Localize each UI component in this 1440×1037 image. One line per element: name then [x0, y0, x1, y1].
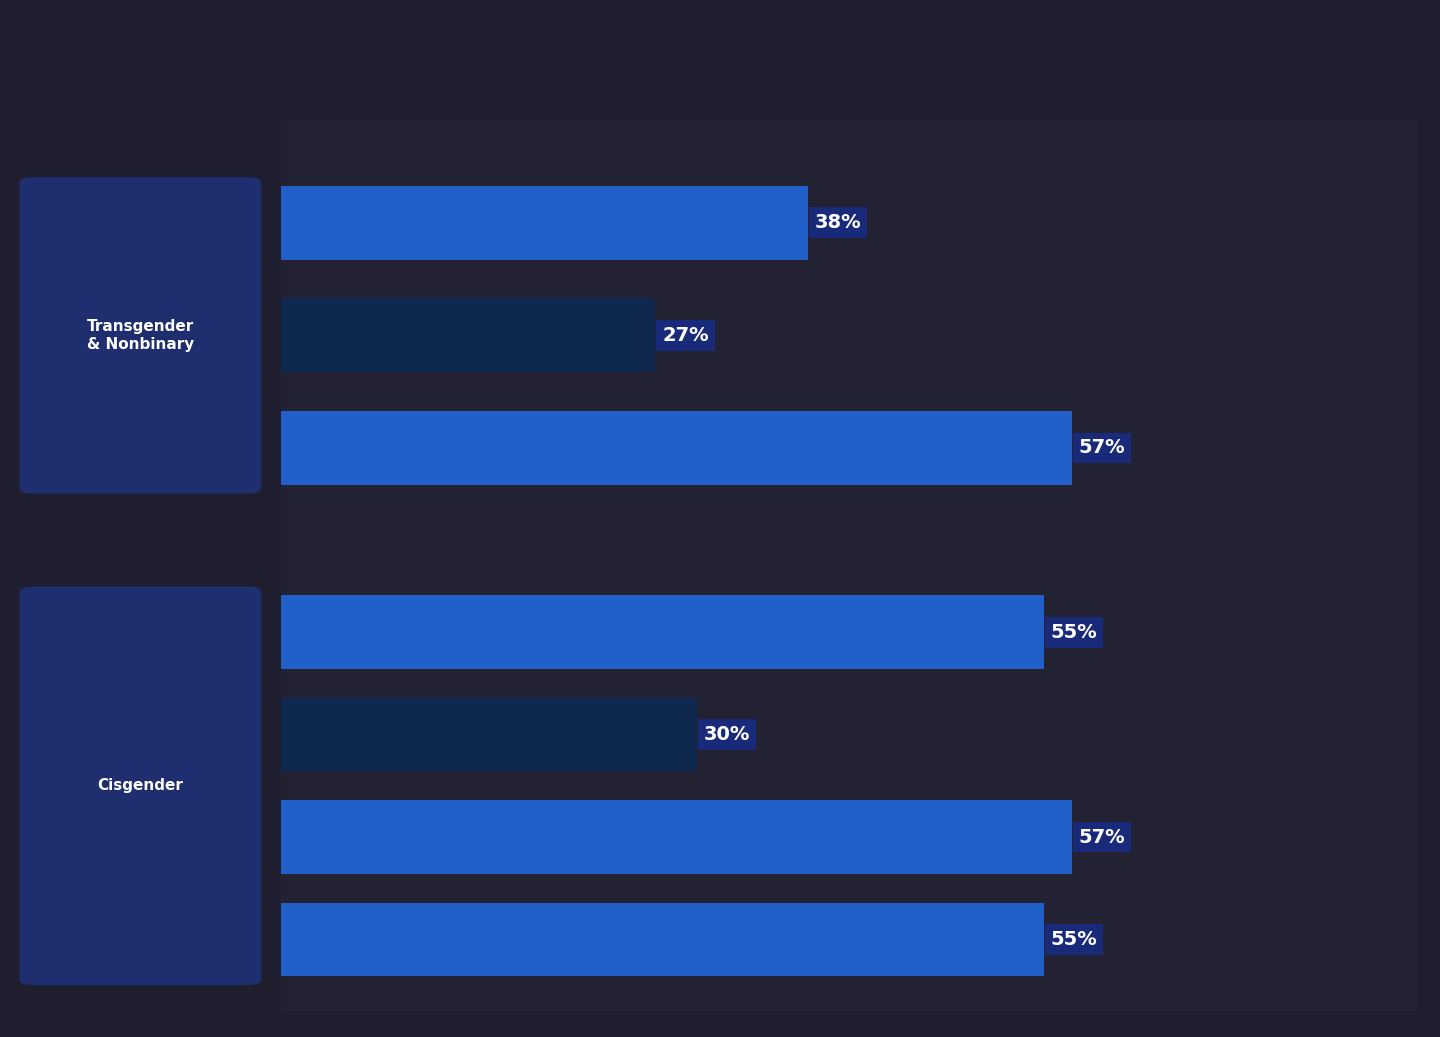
- Bar: [281, 411, 1071, 484]
- FancyBboxPatch shape: [20, 177, 261, 494]
- Text: Cisgender: Cisgender: [98, 779, 183, 793]
- Text: 38%: 38%: [815, 214, 861, 232]
- Text: 55%: 55%: [1051, 623, 1097, 642]
- Text: 57%: 57%: [1079, 828, 1125, 846]
- Bar: [281, 595, 1044, 669]
- Bar: [281, 902, 1044, 976]
- Bar: [281, 698, 697, 772]
- Bar: [281, 801, 1071, 874]
- FancyBboxPatch shape: [20, 587, 261, 985]
- Text: Transgender
& Nonbinary: Transgender & Nonbinary: [86, 319, 194, 352]
- Text: 57%: 57%: [1079, 439, 1125, 457]
- Text: 27%: 27%: [662, 326, 708, 345]
- Text: 55%: 55%: [1051, 930, 1097, 949]
- Text: 30%: 30%: [704, 725, 750, 745]
- Bar: [281, 299, 655, 372]
- Bar: [281, 186, 808, 259]
